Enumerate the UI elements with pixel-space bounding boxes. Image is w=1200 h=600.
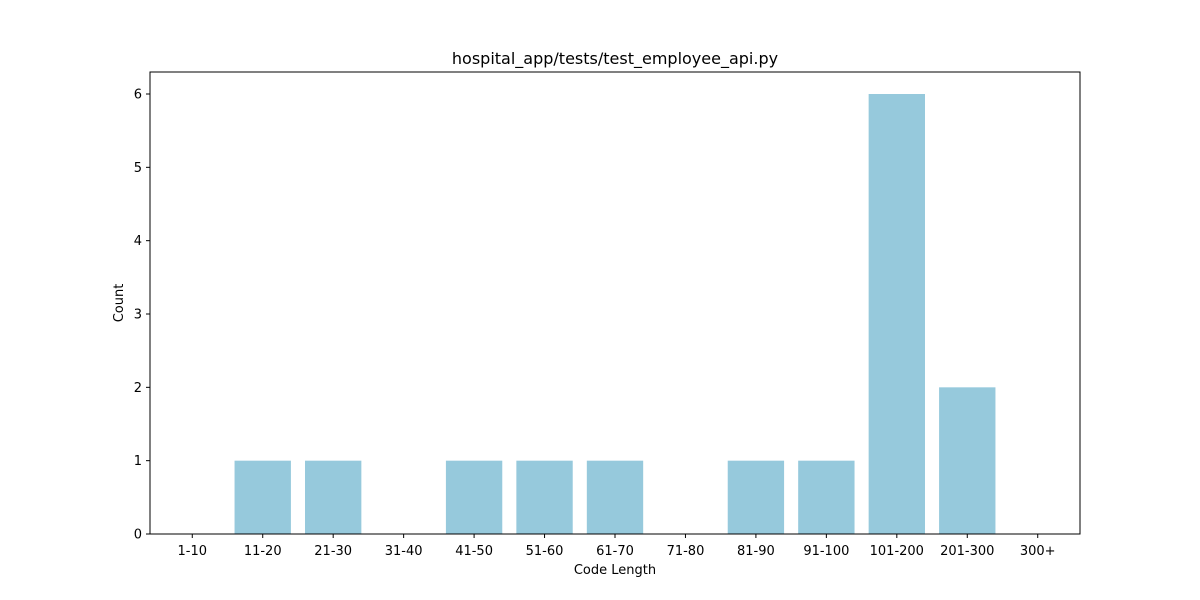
y-tick-label: 0 — [134, 528, 142, 543]
y-axis-label: Count — [112, 284, 127, 323]
x-tick-label: 41-50 — [455, 544, 493, 559]
x-tick-label: 61-70 — [596, 544, 634, 559]
bar-11-20 — [234, 460, 291, 534]
y-tick-label: 2 — [134, 381, 142, 396]
y-tick-label: 3 — [134, 308, 142, 323]
y-tick-label: 6 — [134, 88, 142, 103]
bars-group — [234, 94, 996, 534]
x-tick-label: 101-200 — [870, 544, 924, 559]
x-tick-label: 91-100 — [803, 544, 849, 559]
bar-201-300 — [939, 387, 996, 534]
x-tick-label: 71-80 — [667, 544, 705, 559]
y-tick-label: 5 — [134, 161, 142, 176]
x-tick-label: 300+ — [1020, 544, 1056, 559]
x-tick-label: 21-30 — [314, 544, 352, 559]
bar-51-60 — [516, 460, 573, 534]
bar-81-90 — [727, 460, 785, 534]
chart-title: hospital_app/tests/test_employee_api.py — [452, 49, 778, 69]
bar-101-200 — [868, 94, 925, 534]
y-tick-label: 1 — [134, 454, 142, 469]
bar-41-50 — [445, 460, 503, 534]
x-tick-label: 81-90 — [737, 544, 775, 559]
x-tick-label: 1-10 — [178, 544, 208, 559]
y-axis: 0 1 2 3 4 5 6 — [134, 88, 150, 543]
x-tick-label: 201-300 — [940, 544, 994, 559]
y-tick-label: 4 — [134, 234, 142, 249]
x-tick-label: 51-60 — [526, 544, 564, 559]
x-tick-label: 31-40 — [385, 544, 423, 559]
bar-91-100 — [798, 460, 855, 534]
x-axis-label: Code Length — [574, 563, 656, 578]
bar-61-70 — [586, 460, 644, 534]
x-axis: 1-10 11-20 21-30 31-40 41-50 51-60 61-70 71-80 8… — [178, 534, 1056, 559]
bar-21-30 — [305, 460, 362, 534]
x-tick-label: 11-20 — [244, 544, 282, 559]
